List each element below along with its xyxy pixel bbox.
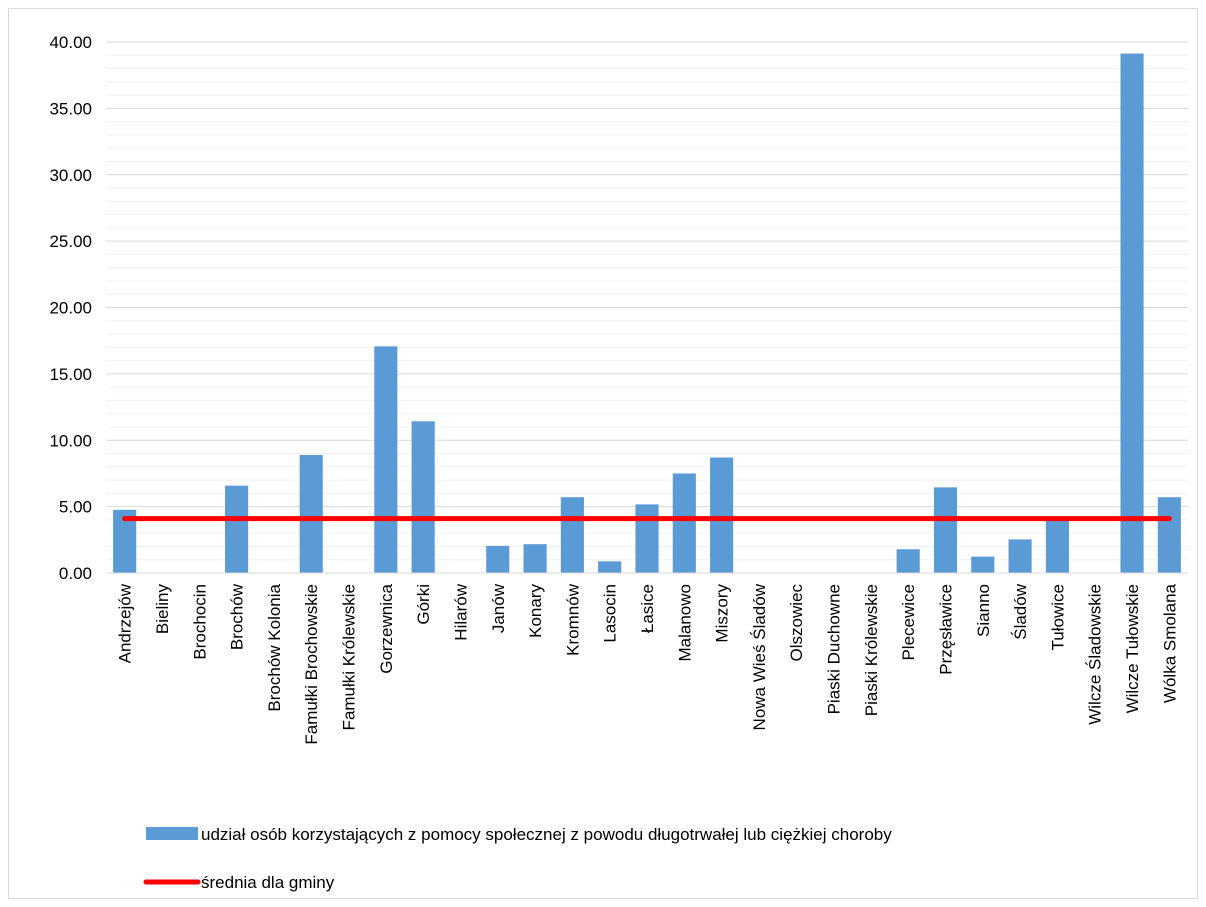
x-category-label: Piaski Duchowne — [825, 584, 844, 714]
bar — [374, 346, 398, 573]
bar — [523, 544, 547, 573]
bar — [1120, 53, 1144, 573]
y-tick-label: 35.00 — [49, 99, 92, 118]
bar — [635, 504, 659, 573]
bar — [933, 487, 958, 573]
bar — [598, 561, 622, 573]
y-tick-label: 15.00 — [49, 365, 92, 384]
gridlines — [106, 41, 1188, 561]
x-category-label: Plecewice — [899, 584, 918, 661]
y-tick-label: 0.00 — [59, 564, 92, 583]
x-category-label: Famułki Brochowskie — [302, 584, 321, 745]
bar — [1157, 497, 1181, 573]
bar — [225, 485, 249, 573]
bar — [1045, 518, 1069, 573]
bars — [113, 53, 1181, 573]
bar — [672, 473, 696, 573]
x-category-label: Brochocin — [190, 584, 209, 660]
x-axis-category-labels: Andrzejów Bieliny Brochocin Brochów Brochów … — [116, 583, 1180, 744]
bar — [560, 497, 584, 573]
x-category-label: Wólka Smolana — [1160, 583, 1179, 703]
y-tick-label: 10.00 — [49, 431, 92, 450]
x-category-label: Przęsławice — [936, 584, 955, 675]
y-tick-label: 20.00 — [49, 299, 92, 318]
x-category-label: Brochów Kolonia — [265, 583, 284, 711]
x-category-label: Piaski Królewskie — [862, 584, 881, 716]
x-category-label: Śladów — [1011, 583, 1030, 639]
x-category-label: Olszowiec — [787, 584, 806, 662]
legend: udział osób korzystających z pomocy społ… — [143, 825, 892, 892]
x-category-label: Lasocin — [601, 584, 620, 643]
y-tick-label: 40.00 — [49, 33, 92, 52]
bar — [411, 421, 435, 573]
legend-bar-swatch — [146, 827, 198, 840]
bar — [486, 545, 510, 573]
x-category-label: Konary — [526, 584, 545, 638]
y-tick-label: 30.00 — [49, 166, 92, 185]
x-category-label: Tułowice — [1048, 584, 1067, 650]
x-category-label: Kromnów — [563, 583, 582, 656]
legend-line-label: średnia dla gminy — [201, 873, 335, 892]
x-category-label: Gorzewnica — [377, 583, 396, 673]
bar — [113, 509, 137, 573]
x-category-label: Górki — [414, 584, 433, 625]
x-category-label: Wilcze Śladowskie — [1086, 584, 1105, 725]
y-tick-label: 5.00 — [59, 498, 92, 517]
x-category-label: Famułki Królewskie — [340, 584, 359, 730]
x-category-label: Łasice — [638, 584, 657, 633]
legend-bar-label: udział osób korzystających z pomocy społ… — [201, 825, 892, 844]
x-category-label: Bieliny — [153, 584, 172, 635]
bar — [1008, 539, 1032, 573]
x-category-label: Miszory — [713, 584, 732, 643]
x-category-label: Janów — [489, 583, 508, 633]
bar — [896, 549, 920, 573]
x-category-label: Nowa Wieś Śladów — [750, 583, 769, 730]
y-axis-tick-labels: 0.00 5.00 10.00 15.00 20.00 25.00 30.00 35.00 40… — [49, 33, 92, 583]
bar — [971, 556, 995, 573]
x-category-label: Brochów — [228, 583, 247, 650]
bar — [299, 454, 323, 573]
bar — [710, 457, 734, 573]
x-category-label: Hilarów — [451, 583, 470, 640]
x-category-label: Sianno — [974, 584, 993, 637]
y-tick-label: 25.00 — [49, 232, 92, 251]
x-category-label: Andrzejów — [116, 583, 135, 663]
x-category-label: Malanowo — [675, 584, 694, 662]
x-category-label: Wilcze Tułowskie — [1123, 584, 1142, 713]
